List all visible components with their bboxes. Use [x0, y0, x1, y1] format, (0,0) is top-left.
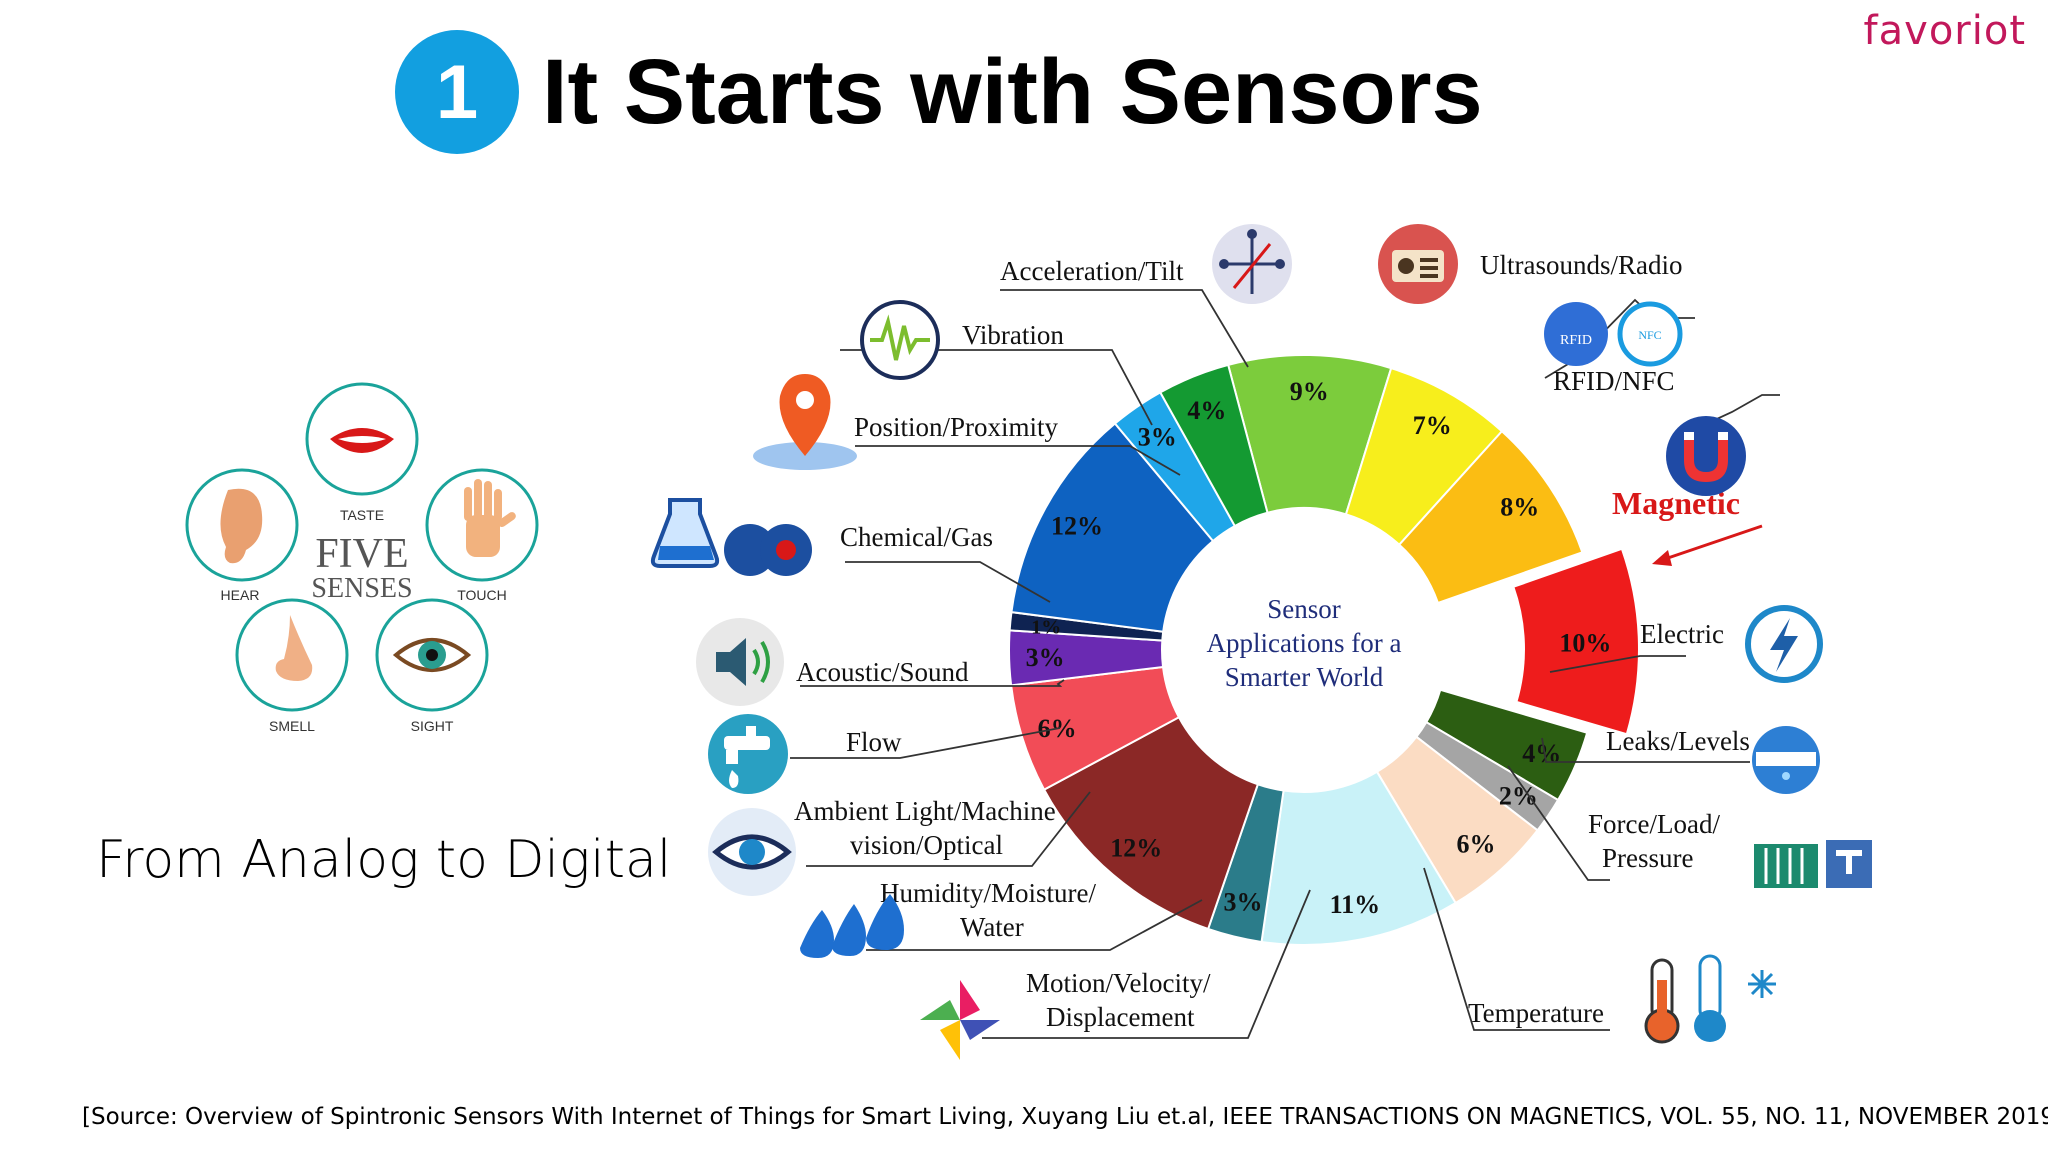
leader-lines — [790, 289, 1780, 1039]
page-title: It Starts with Sensors — [542, 41, 1483, 143]
center-text-line3: Smarter World — [1225, 662, 1384, 692]
pipe-leak-icon — [1752, 726, 1820, 794]
lightning-icon — [1745, 605, 1823, 683]
label-force-line2: Pressure — [1602, 843, 1693, 873]
label-rfid-nfc: RFID/NFC — [1553, 366, 1675, 396]
pct-label-magnetic: 10% — [1559, 629, 1611, 658]
lips-icon — [330, 428, 394, 453]
slice-magnetic — [1512, 547, 1640, 736]
pct-label-acceleration-tilt: 9% — [1290, 377, 1329, 406]
eye-optical-icon — [708, 808, 796, 896]
sight-label: SIGHT — [411, 718, 454, 734]
donut-hole — [1162, 508, 1446, 792]
vibration-icon — [860, 300, 940, 380]
thermometer-icon — [1644, 954, 1726, 1044]
radio-icon — [1378, 224, 1458, 304]
pct-label-position-proximity: 3% — [1138, 423, 1177, 452]
source-citation: [Source: Overview of Spintronic Sensors … — [82, 1104, 2048, 1130]
rfid-icon: RFID — [1544, 302, 1608, 366]
faucet-icon — [708, 714, 788, 794]
label-temperature: Temperature — [1468, 998, 1604, 1028]
pct-label-force-load-pressure: 6% — [1457, 830, 1496, 859]
pinwheel-icon — [920, 980, 1000, 1060]
location-pin-icon — [753, 374, 857, 470]
touch-label: TOUCH — [457, 587, 507, 603]
rfid-badge-text: RFID — [1560, 333, 1592, 348]
label-vibration: Vibration — [962, 320, 1064, 350]
hear-label: HEAR — [221, 587, 260, 603]
label-position-proximity: Position/Proximity — [854, 412, 1059, 442]
label-chemical-gas: Chemical/Gas — [840, 522, 993, 552]
label-ambient-line1: Ambient Light/Machine — [794, 796, 1056, 826]
five-senses-title-line2: SENSES — [311, 573, 412, 604]
pct-label-temperature: 11% — [1330, 890, 1381, 919]
label-acceleration-tilt: Acceleration/Tilt — [1000, 256, 1184, 286]
pct-label-chemical-gas: 12% — [1051, 511, 1103, 540]
five-senses-title-line1: FIVE — [315, 531, 408, 577]
pct-label-acoustic-sound: 1% — [1031, 617, 1061, 639]
label-humidity-line2: Water — [960, 912, 1024, 942]
label-ambient-line2: vision/Optical — [850, 830, 1003, 860]
label-acoustic-sound: Acoustic/Sound — [796, 657, 969, 687]
label-ultrasounds-radio: Ultrasounds/Radio — [1480, 250, 1683, 280]
pct-label-ultrasounds-radio: 7% — [1413, 411, 1452, 440]
axis-icon — [1212, 224, 1292, 304]
pct-label-leaks-levels: 2% — [1499, 781, 1538, 810]
speaker-icon — [696, 618, 784, 706]
snowflake-icon — [1748, 970, 1776, 998]
center-text-line1: Sensor — [1267, 594, 1341, 624]
magnet-icon — [1666, 416, 1746, 496]
ear-icon — [220, 488, 263, 564]
hand-icon — [464, 479, 516, 557]
container-icon — [1754, 844, 1818, 888]
pressure-gauge-icon — [1826, 840, 1872, 888]
taste-label: TASTE — [340, 507, 384, 523]
nfc-icon: NFC — [1617, 301, 1683, 367]
label-flow: Flow — [846, 727, 902, 757]
pct-label-motion-velocity-displacement: 3% — [1224, 888, 1263, 917]
nose-icon — [275, 615, 313, 681]
nfc-badge-text: NFC — [1638, 328, 1661, 342]
magnetic-arrow — [1652, 524, 1763, 566]
pct-label-electric: 4% — [1522, 739, 1561, 768]
caption-analog-to-digital: From Analog to Digital — [96, 830, 672, 890]
label-leaks-levels: Leaks/Levels — [1606, 726, 1750, 756]
label-force-line1: Force/Load/ — [1588, 809, 1720, 839]
smell-label: SMELL — [269, 718, 315, 734]
pct-label-vibration: 4% — [1187, 396, 1226, 425]
label-motion-line1: Motion/Velocity/ — [1026, 968, 1211, 998]
label-motion-line2: Displacement — [1046, 1002, 1195, 1032]
center-text-line2: Applications for a — [1207, 628, 1402, 658]
step-number-badge: 1 — [395, 30, 519, 154]
eye-icon — [392, 638, 472, 672]
pct-label-flow: 3% — [1026, 643, 1065, 672]
water-drops-icon — [800, 894, 904, 958]
pct-label-humidity-moisture-water: 12% — [1110, 833, 1162, 862]
brand-logo: favoriot — [1863, 8, 2026, 54]
flask-co2-icon — [650, 498, 812, 576]
label-humidity-line1: Humidity/Moisture/ — [880, 878, 1096, 908]
pct-label-rfid-nfc: 8% — [1500, 493, 1539, 522]
five-senses-graphic: TASTE HEAR TOUCH SMELL SIGHT FIVE SENSES — [185, 382, 539, 734]
label-electric: Electric — [1640, 619, 1724, 649]
sensor-applications-chart: 9%7%8%10%4%2%6%11%3%12%6%3%1%12%3%4% Sen… — [650, 224, 1872, 1060]
